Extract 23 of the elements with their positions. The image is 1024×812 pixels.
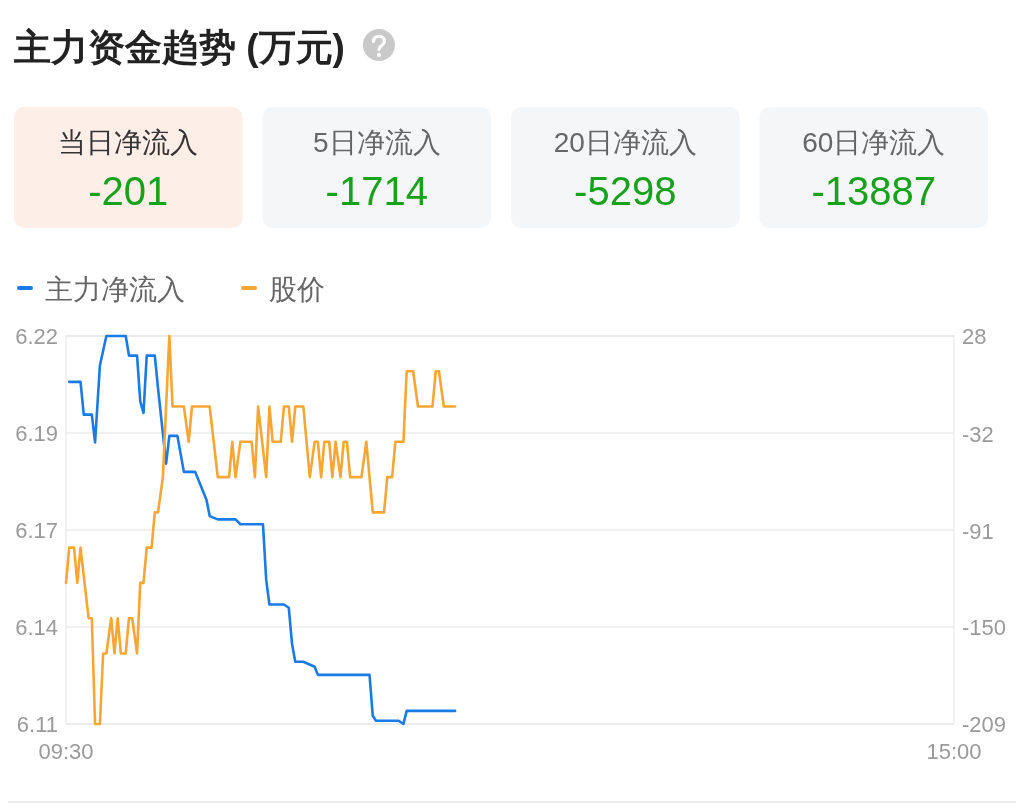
y2-tick-label: -209 <box>962 711 1007 737</box>
data-label: -1714 <box>325 169 428 213</box>
y2-tick-label: -91 <box>962 518 994 544</box>
y-tick-label: 6.17 <box>15 517 58 543</box>
category-label: 5日净流入 <box>312 127 441 158</box>
y-tick-label: 6.11 <box>16 711 58 737</box>
data-label: -13887 <box>811 169 937 213</box>
legend-label: 主力净流入 <box>45 274 185 305</box>
category-label: 60日净流入 <box>802 127 946 158</box>
category-label: 20日净流入 <box>553 127 697 158</box>
x-tick-label: 09:30 <box>38 739 94 764</box>
data-label: -201 <box>88 169 169 213</box>
y-tick-label: 6.22 <box>15 323 58 349</box>
y-tick-label: 6.19 <box>15 420 58 446</box>
y2-tick-label: -32 <box>962 421 994 447</box>
x-tick-label: 15:00 <box>926 739 982 764</box>
data-label: -5298 <box>574 169 677 213</box>
y2-tick-label: 28 <box>962 323 987 349</box>
legend-label: 股价 <box>269 274 325 305</box>
y2-tick-label: -150 <box>962 615 1007 641</box>
y-tick-label: 6.14 <box>15 614 58 640</box>
category-label: 当日净流入 <box>58 127 199 158</box>
text: 主力资金趋势 (万元) <box>14 27 345 68</box>
